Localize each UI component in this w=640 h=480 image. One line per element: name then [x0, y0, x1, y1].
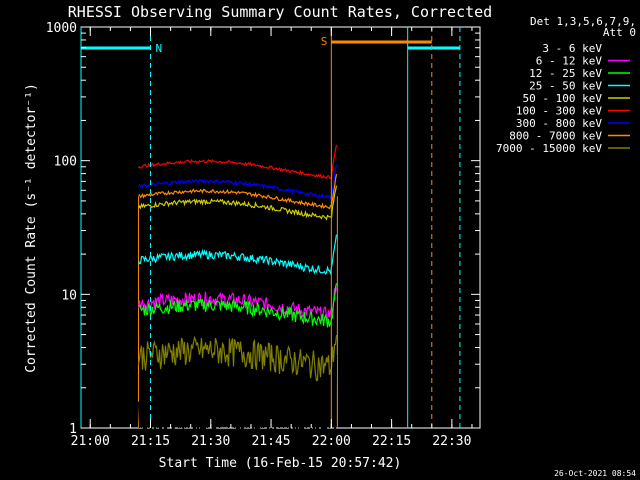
x-axis-label: Start Time (16-Feb-15 20:57:42): [159, 456, 402, 471]
plot-frame: [80, 26, 481, 429]
x-tick-label: 22:15: [372, 434, 411, 449]
series-line-1: [137, 355, 338, 429]
y-axis-label: Corrected Count Rate (s⁻¹ detector⁻¹): [24, 83, 39, 373]
y-tick-label: 100: [54, 155, 77, 170]
series-line-2: [137, 287, 338, 323]
legend-header: Det 1,3,5,6,7,9,: [530, 15, 636, 28]
x-tick-label: 21:45: [251, 434, 290, 449]
y-tick-label: 1: [69, 422, 77, 437]
y-axis: 1 10 100 1000: [46, 21, 480, 437]
y-tick-label: 10: [61, 288, 77, 303]
x-tick-label: 22:00: [312, 434, 351, 449]
y-tick-label: 1000: [46, 21, 77, 36]
x-tick-label: 22:30: [432, 434, 471, 449]
series-line-8: [138, 173, 338, 210]
legend-entry-label: 100 - 300 keV: [516, 105, 602, 118]
series-line-5: [137, 185, 338, 221]
series-line-7: [138, 164, 338, 200]
x-tick-label: 21:30: [191, 434, 230, 449]
legend-entry-label: 25 - 50 keV: [529, 80, 602, 93]
legend-entry-label: 12 - 25 keV: [529, 67, 602, 80]
legend-header: Att 0: [603, 26, 636, 39]
series-line-4: [137, 234, 338, 276]
plot-traces: NS: [80, 27, 461, 429]
series-line-6: [138, 144, 338, 180]
night-label: N: [156, 42, 163, 55]
x-axis: 21:00 21:15 21:30 21:45 22:00 22:15 22:30: [71, 27, 473, 449]
legend-entry-label: 7000 - 15000 keV: [496, 142, 602, 155]
x-tick-label: 21:00: [71, 434, 110, 449]
timestamp: 26-Oct-2021 08:54: [554, 469, 636, 478]
chart-title: RHESSI Observing Summary Count Rates, Co…: [68, 3, 492, 21]
series-line-9: [137, 334, 338, 382]
legend-entry-label: 50 - 100 keV: [523, 92, 603, 105]
legend-entry-label: 800 - 7000 keV: [509, 130, 602, 143]
x-tick-label: 21:15: [131, 434, 170, 449]
legend-entry-label: 6 - 12 keV: [536, 55, 603, 68]
legend-entry-label: 3 - 6 keV: [542, 42, 602, 55]
saa-label: S: [321, 35, 328, 48]
legend-entry-label: 300 - 800 keV: [516, 117, 602, 130]
series-line-3: [138, 283, 338, 328]
